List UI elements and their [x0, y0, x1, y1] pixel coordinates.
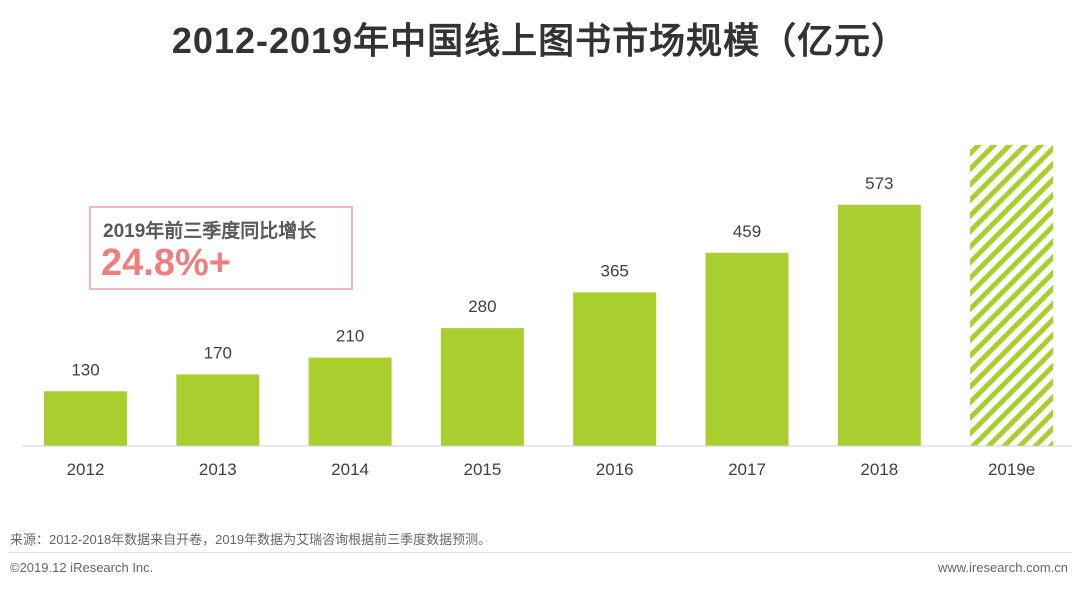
- growth-callout: 2019年前三季度同比增长 24.8%+: [89, 206, 353, 290]
- value-label-2014: 210: [336, 327, 364, 346]
- website-link[interactable]: www.iresearch.com.cn: [937, 560, 1068, 575]
- bar-2016: [573, 292, 657, 446]
- bar-2013: [176, 374, 260, 446]
- bar-2017: [705, 252, 789, 446]
- bar-2018: [837, 204, 921, 446]
- x-tick-label-2019e: 2019e: [988, 460, 1035, 479]
- bar-forecast-2019e: [970, 145, 1054, 446]
- value-label-2015: 280: [468, 297, 496, 316]
- value-label-2017: 459: [733, 222, 761, 241]
- callout-label: 2019年前三季度同比增长: [103, 221, 317, 242]
- bar-2014: [308, 357, 392, 446]
- bar-2012: [44, 391, 127, 446]
- x-tick-label-2012: 2012: [67, 460, 105, 479]
- x-tick-label-2016: 2016: [596, 460, 634, 479]
- chart-title: 2012-2019年中国线上图书市场规模（亿元）: [171, 20, 909, 61]
- copyright-text: ©2019.12 iResearch Inc.: [10, 560, 154, 575]
- value-label-2012: 130: [71, 360, 99, 379]
- callout-value: 24.8%+: [101, 242, 231, 284]
- value-label-2013: 170: [204, 343, 232, 362]
- source-note: 来源：2012-2018年数据来自开卷，2019年数据为艾瑞咨询根据前三季度数据…: [10, 532, 492, 547]
- x-tick-label-2014: 2014: [331, 460, 369, 479]
- value-label-2016: 365: [601, 261, 629, 280]
- bar-2015: [440, 328, 524, 446]
- x-tick-label-2013: 2013: [199, 460, 237, 479]
- x-tick-label-2018: 2018: [860, 460, 898, 479]
- footer-divider: [8, 552, 1072, 553]
- x-tick-label-2015: 2015: [463, 460, 501, 479]
- value-label-2018: 573: [865, 174, 893, 193]
- x-tick-label-2017: 2017: [728, 460, 766, 479]
